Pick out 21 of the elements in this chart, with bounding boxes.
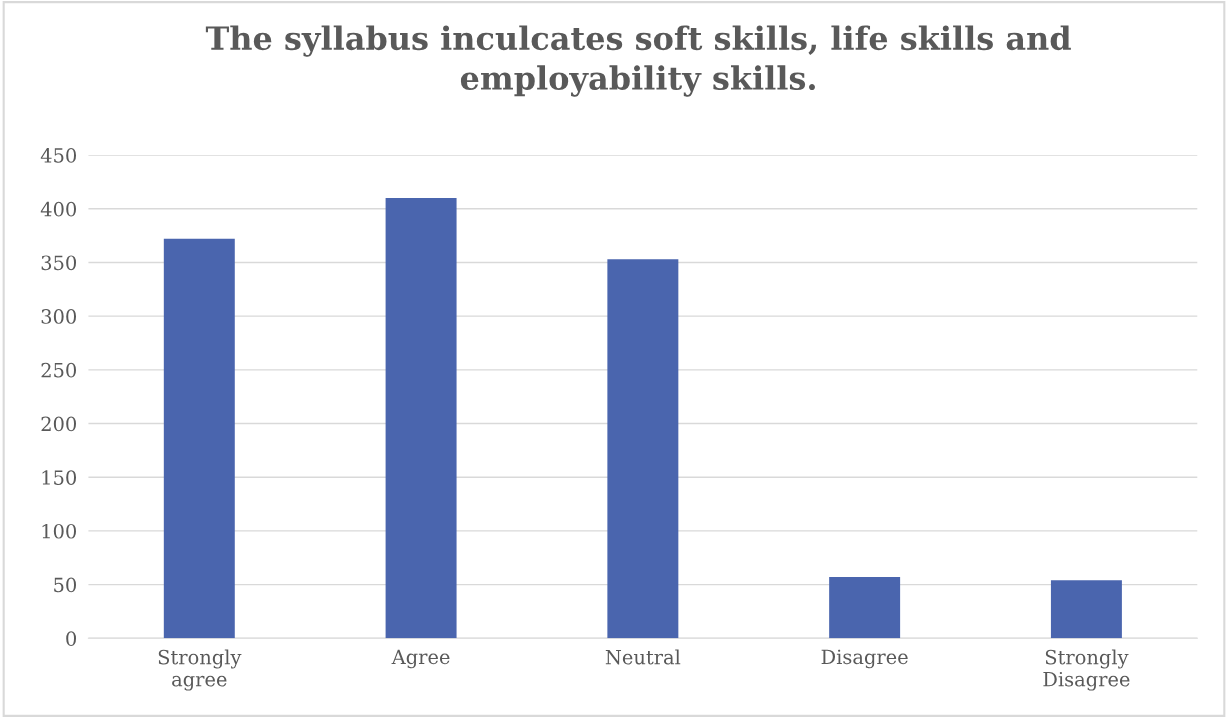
y-tick-label: 250 bbox=[41, 362, 77, 378]
x-tick-label: Agree bbox=[391, 649, 450, 669]
chart-title: The syllabus inculcates soft skills, life skills and employability skills. bbox=[205, 25, 1071, 97]
x-tick-label: Disagree bbox=[821, 649, 908, 669]
y-tick-label: 200 bbox=[41, 416, 77, 432]
y-tick-label: 0 bbox=[66, 631, 77, 646]
y-tick-label: 400 bbox=[40, 201, 77, 217]
y-tick-label: 350 bbox=[41, 255, 77, 271]
y-tick-label: 100 bbox=[42, 523, 77, 539]
bar bbox=[385, 198, 457, 639]
x-tick-label: Strongly Disagree bbox=[1043, 649, 1130, 691]
x-tick-label: Strongly agree bbox=[158, 649, 242, 691]
bar bbox=[163, 238, 235, 639]
y-tick-label: 150 bbox=[42, 470, 77, 485]
y-tick-label: 450 bbox=[40, 148, 77, 163]
bar bbox=[1050, 580, 1122, 639]
y-tick-label: 300 bbox=[41, 309, 77, 324]
bar bbox=[829, 577, 901, 639]
bar bbox=[607, 259, 679, 639]
x-tick-label: Neutral bbox=[605, 649, 681, 665]
y-tick-label: 50 bbox=[54, 577, 77, 593]
